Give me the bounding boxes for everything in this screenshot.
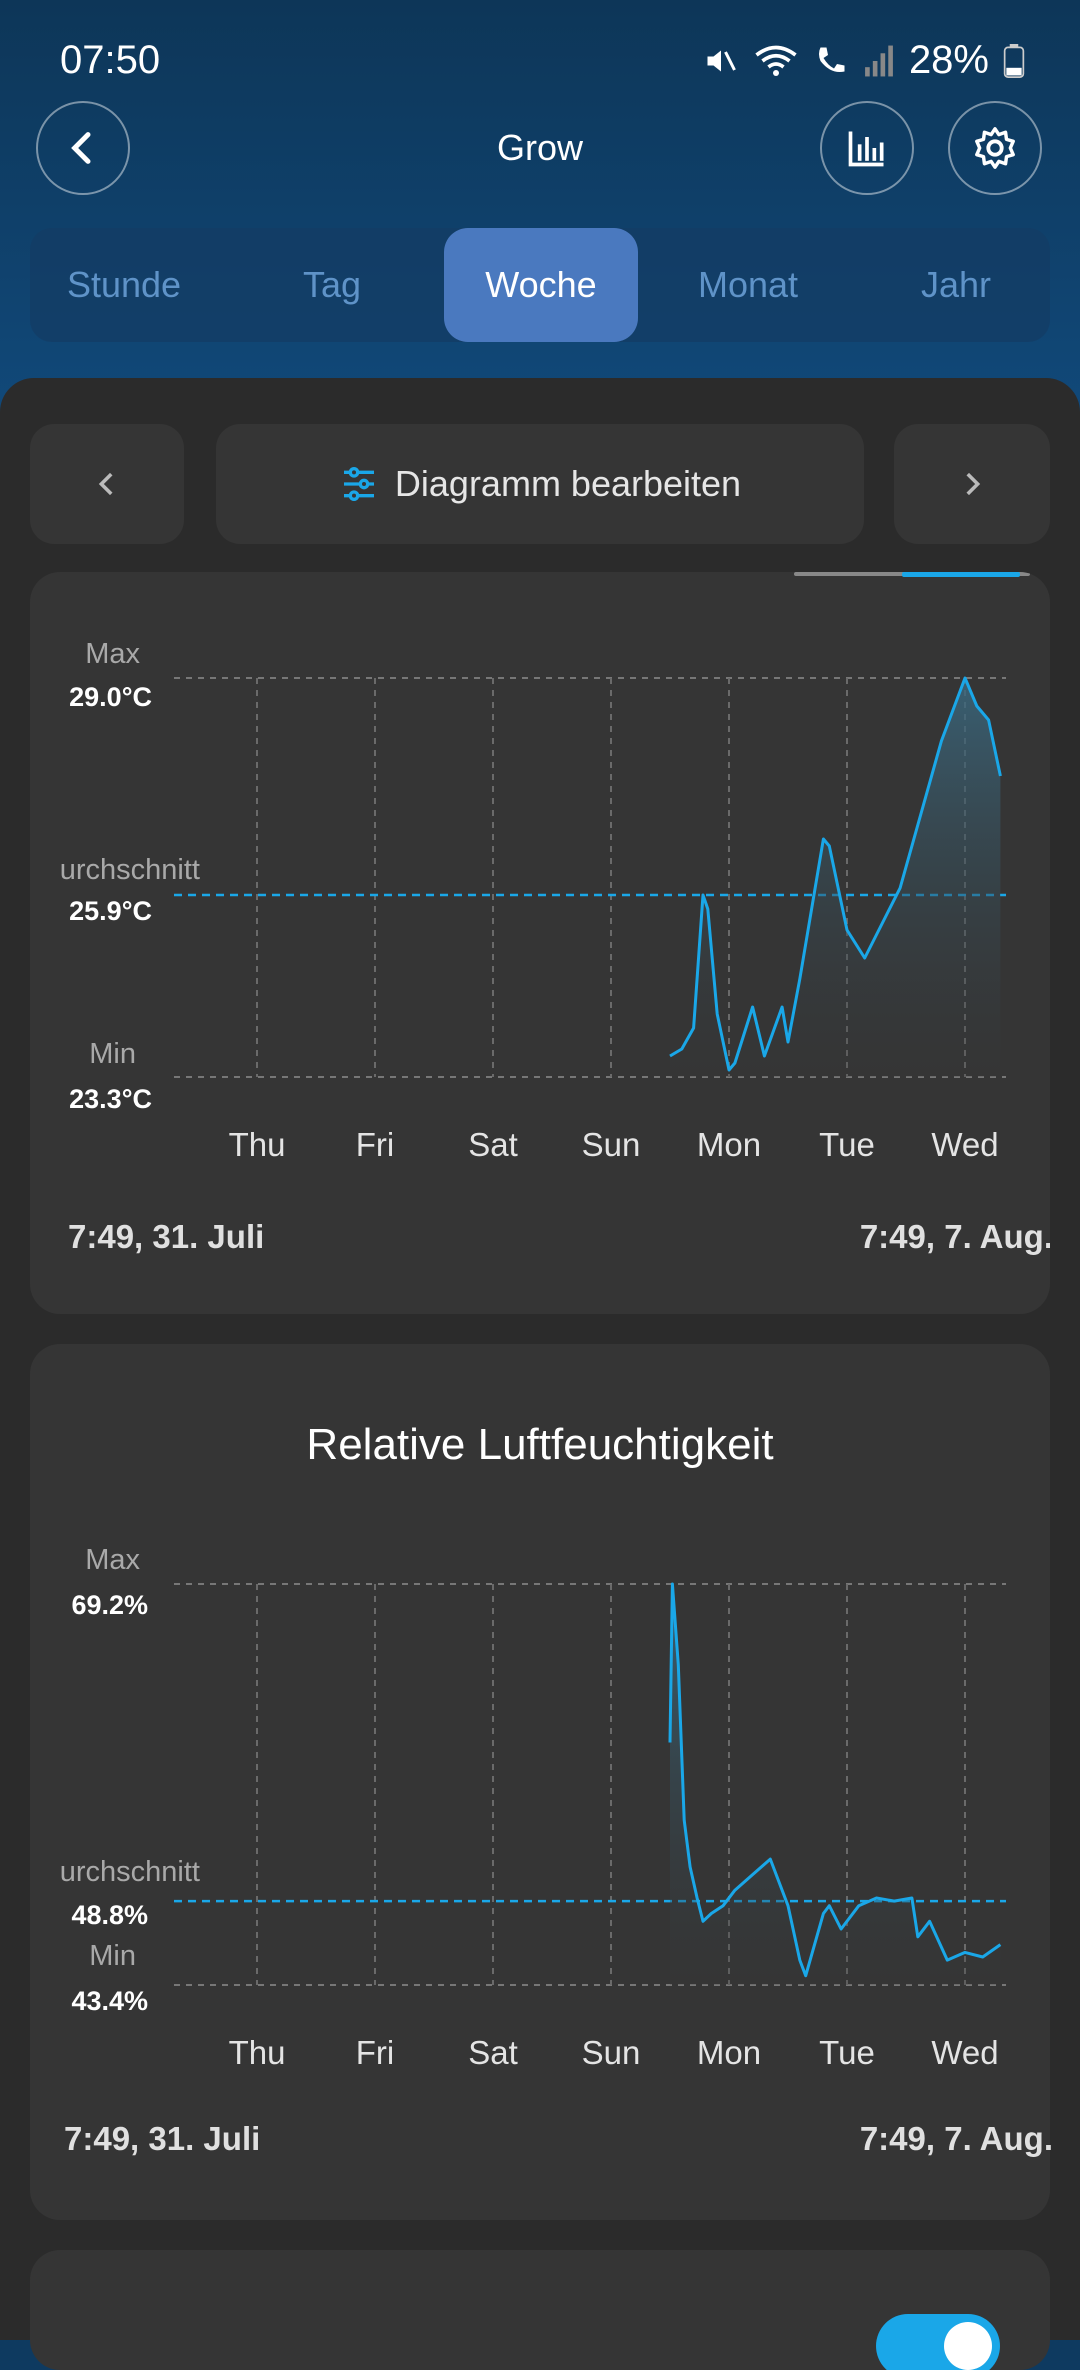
status-icons: 28% — [703, 38, 1025, 83]
max-label: Max — [85, 638, 140, 670]
min-label: Min — [89, 1940, 136, 1972]
tab-monat[interactable]: Monat — [697, 264, 799, 305]
day-label-sat: Sat — [468, 2034, 518, 2071]
series-area — [670, 1584, 1001, 1985]
page-title: Grow — [496, 127, 583, 168]
tab-stunde[interactable]: Stunde — [66, 264, 182, 305]
day-label-sun: Sun — [581, 2034, 641, 2071]
app-header: Grow — [0, 95, 1080, 205]
chevron-right-icon — [966, 472, 981, 496]
battery-icon — [1003, 43, 1025, 78]
period-tabs: Stunde Tag Woche Monat Jahr — [30, 228, 1050, 342]
max-label: Max — [85, 1544, 140, 1576]
max-value: 29.0°C — [69, 682, 152, 712]
battery-text: 28% — [908, 38, 989, 82]
status-time: 07:50 — [60, 38, 161, 82]
chart-title: Relative Luftfeuchtigkeit — [306, 1420, 774, 1469]
average-value: 25.9°C — [69, 896, 152, 926]
min-label: Min — [89, 1038, 136, 1070]
average-value: 48.8% — [71, 1900, 148, 1930]
gear-icon — [975, 127, 1015, 169]
status-bar: 07:50 28% — [0, 0, 1080, 120]
day-label-mon: Mon — [696, 2034, 762, 2071]
previous-period-button[interactable] — [30, 424, 184, 544]
day-label-wed: Wed — [931, 2034, 999, 2071]
series-line — [669, 676, 1002, 1072]
day-label-sat: Sat — [468, 1126, 518, 1163]
humidity-chart-card: Relative Luftfeuchtigkeit Max 69.2% urch… — [30, 1344, 1053, 2220]
statistics-button[interactable] — [820, 101, 914, 195]
back-arrow-icon — [71, 132, 91, 164]
day-label-thu: Thu — [228, 1126, 286, 1163]
day-label-tue: Tue — [819, 1126, 875, 1163]
day-label-fri: Fri — [355, 1126, 395, 1163]
signal-icon — [863, 44, 895, 78]
range-start: 7:49, 31. Juli — [64, 2120, 261, 2157]
day-label-tue: Tue — [819, 2034, 875, 2071]
max-value: 69.2% — [71, 1590, 148, 1620]
day-label-thu: Thu — [228, 2034, 286, 2071]
scroll-indicator-active — [902, 572, 1020, 577]
settings-button[interactable] — [948, 101, 1042, 195]
day-label-mon: Mon — [696, 1126, 762, 1163]
day-label-fri: Fri — [355, 2034, 395, 2071]
chevron-left-icon — [98, 472, 113, 496]
temperature-chart — [174, 676, 1006, 1078]
next-card — [30, 2250, 1050, 2370]
min-value: 23.3°C — [69, 1084, 152, 1114]
toggle-switch[interactable] — [876, 2314, 1000, 2370]
temperature-chart-card: Max 29.0°C urchschnitt 25.9°C Min 23.3°C… — [30, 572, 1050, 1314]
wifi-icon — [753, 43, 799, 79]
mute-icon — [703, 43, 739, 79]
range-end: 7:49, 7. Aug. — [859, 2120, 1053, 2157]
tab-woche[interactable]: Woche — [444, 228, 638, 342]
tab-jahr[interactable]: Jahr — [920, 264, 992, 305]
next-period-button[interactable] — [894, 424, 1050, 544]
average-label: urchschnitt — [59, 854, 200, 886]
edit-chart-button[interactable]: Diagramm bearbeiten — [216, 424, 864, 544]
humidity-chart — [174, 1582, 1006, 1986]
min-value: 43.4% — [71, 1986, 148, 2016]
back-button[interactable] — [36, 101, 130, 195]
tab-tag[interactable]: Tag — [302, 264, 362, 305]
range-end: 7:49, 7. Aug. — [859, 1218, 1050, 1255]
wifi-call-icon — [813, 43, 849, 79]
day-label-sun: Sun — [581, 1126, 641, 1163]
sliders-icon — [343, 466, 374, 501]
header-background — [0, 0, 1080, 420]
toggle-knob — [944, 2322, 992, 2370]
edit-chart-label: Diagramm bearbeiten — [394, 463, 742, 504]
average-label: urchschnitt — [59, 1856, 200, 1888]
bar-chart-icon — [848, 131, 884, 167]
series-line — [668, 1582, 1002, 1978]
range-start: 7:49, 31. Juli — [68, 1218, 265, 1255]
day-label-wed: Wed — [931, 1126, 999, 1163]
